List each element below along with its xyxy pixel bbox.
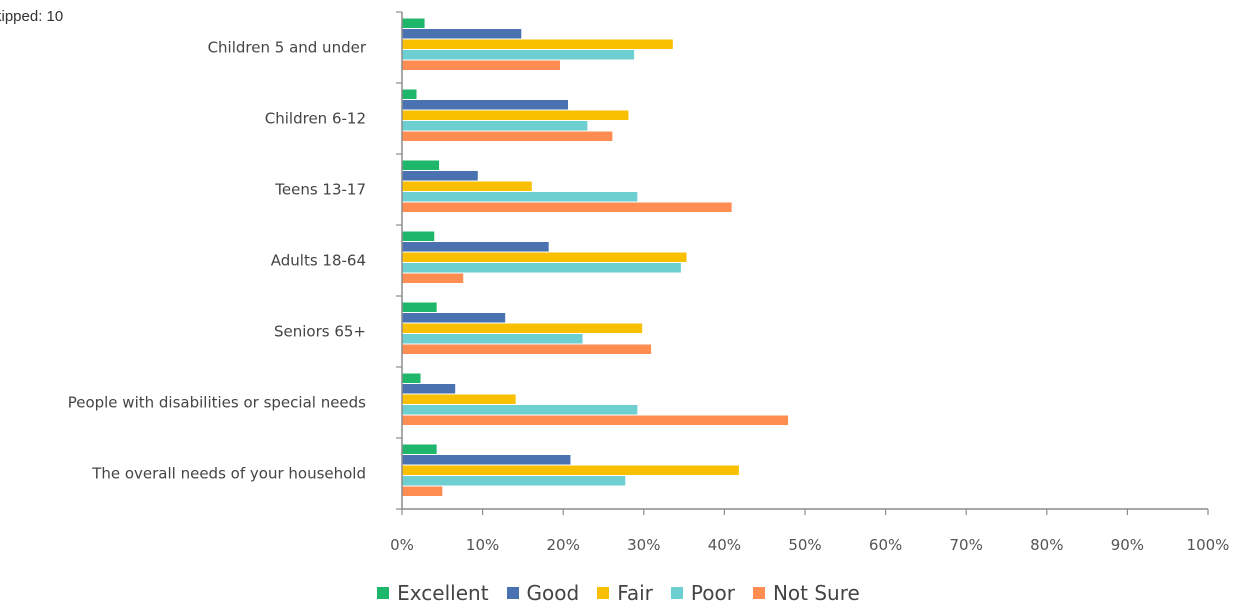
- legend-item-good: Good: [506, 581, 580, 605]
- bar-fair-the-overall-needs-of-your-household: [402, 465, 739, 475]
- bar-excellent-the-overall-needs-of-your-household: [402, 444, 437, 454]
- x-tick-label: 90%: [1111, 536, 1144, 554]
- legend-item-poor: Poor: [670, 581, 735, 605]
- legend-swatch: [597, 587, 610, 599]
- x-tick-label: 100%: [1187, 536, 1230, 554]
- legend-item-fair: Fair: [597, 581, 653, 605]
- tick-labels: 0% 10% 20% 30% 40% 50% 60% 70% 80% 90% 100%: [390, 536, 1229, 554]
- x-tick-label: 30%: [627, 536, 660, 554]
- bar-fair-teens-13-17: [402, 181, 532, 191]
- legend-swatch: [506, 587, 519, 599]
- bar-poor-teens-13-17: [402, 192, 638, 202]
- legend-label: Fair: [617, 581, 653, 605]
- skipped-count-text: kipped: 10: [0, 8, 64, 25]
- category-label: Seniors 65+: [274, 323, 366, 341]
- bars-group: [402, 18, 789, 496]
- bar-not-sure-the-overall-needs-of-your-household: [402, 486, 443, 496]
- category-label: Children 6-12: [265, 110, 366, 128]
- bar-fair-children-6-12: [402, 110, 629, 120]
- x-tick-label: 80%: [1030, 536, 1063, 554]
- legend-swatch: [752, 587, 765, 599]
- bar-good-the-overall-needs-of-your-household: [402, 455, 571, 465]
- bar-excellent-people-with-disabilities-or-special-needs: [402, 373, 421, 383]
- bar-poor-adults-18-64: [402, 263, 681, 273]
- legend-label: Excellent: [397, 581, 489, 605]
- bar-fair-adults-18-64: [402, 252, 687, 262]
- bar-not-sure-seniors-65: [402, 344, 652, 354]
- bar-good-people-with-disabilities-or-special-needs: [402, 384, 456, 394]
- bar-poor-seniors-65: [402, 334, 583, 344]
- bar-poor-the-overall-needs-of-your-household: [402, 476, 626, 486]
- x-tick-label: 50%: [788, 536, 821, 554]
- bar-good-children-6-12: [402, 100, 569, 110]
- bar-fair-seniors-65: [402, 323, 643, 333]
- category-label: Teens 13-17: [274, 181, 366, 199]
- bar-fair-people-with-disabilities-or-special-needs: [402, 394, 516, 404]
- bar-excellent-children-6-12: [402, 89, 417, 99]
- bar-not-sure-children-5-and-under: [402, 60, 560, 70]
- x-tick-label: 40%: [708, 536, 741, 554]
- bar-good-seniors-65: [402, 313, 506, 323]
- bar-poor-children-6-12: [402, 121, 588, 131]
- legend-swatch: [670, 587, 683, 599]
- bar-excellent-adults-18-64: [402, 231, 435, 241]
- bar-good-teens-13-17: [402, 171, 478, 181]
- bar-poor-people-with-disabilities-or-special-needs: [402, 405, 638, 415]
- legend-label: Poor: [690, 581, 735, 605]
- category-label: The overall needs of your household: [91, 465, 366, 483]
- category-label: People with disabilities or special need…: [68, 394, 366, 412]
- legend-item-not-sure: Not Sure: [752, 581, 860, 605]
- category-label: Children 5 and under: [208, 39, 367, 57]
- category-label: Adults 18-64: [271, 252, 366, 270]
- x-tick-label: 20%: [547, 536, 580, 554]
- x-tick-label: 0%: [390, 536, 414, 554]
- bar-good-children-5-and-under: [402, 29, 522, 39]
- bar-not-sure-people-with-disabilities-or-special-needs: [402, 415, 789, 425]
- bar-fair-children-5-and-under: [402, 39, 673, 49]
- bar-excellent-teens-13-17: [402, 160, 440, 170]
- x-tick-label: 10%: [466, 536, 499, 554]
- x-tick-label: 70%: [950, 536, 983, 554]
- legend: Excellent Good Fair Poor Not Sure: [0, 581, 1237, 605]
- legend-label: Good: [526, 581, 580, 605]
- bar-good-adults-18-64: [402, 242, 549, 252]
- category-labels: Children 5 and under Children 6-12 Teens 1…: [68, 39, 367, 483]
- legend-label: Not Sure: [772, 581, 860, 605]
- legend-swatch: [377, 587, 390, 599]
- axes-group: [396, 11, 1209, 515]
- bar-poor-children-5-and-under: [402, 50, 635, 60]
- legend-item-excellent: Excellent: [377, 581, 489, 605]
- bar-chart: Children 5 and under Children 6-12 Teens 1…: [68, 11, 1229, 554]
- x-tick-label: 60%: [869, 536, 902, 554]
- bar-not-sure-adults-18-64: [402, 273, 464, 283]
- bar-not-sure-children-6-12: [402, 131, 613, 141]
- bar-excellent-seniors-65: [402, 302, 437, 312]
- bar-not-sure-teens-13-17: [402, 202, 732, 212]
- bar-excellent-children-5-and-under: [402, 18, 425, 28]
